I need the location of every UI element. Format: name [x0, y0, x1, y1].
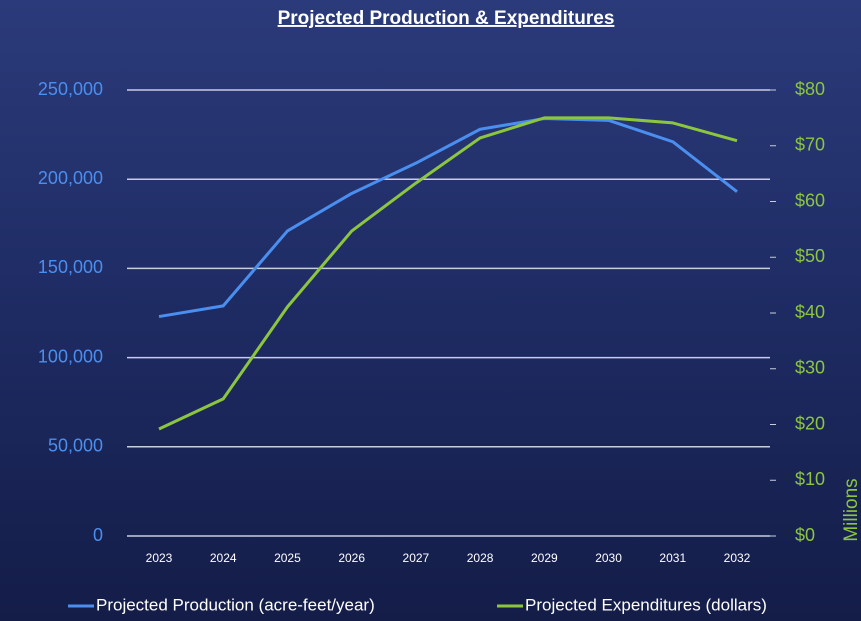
x-tick-label: 2026 [338, 551, 365, 565]
chart-title: Projected Production & Expenditures [278, 8, 615, 29]
x-tick-label: 2031 [659, 551, 686, 565]
y2-tick-label: $60 [795, 190, 825, 210]
y2-axis-label: Millions [841, 478, 861, 541]
x-tick-label: 2025 [274, 551, 301, 565]
x-tick-label: 2028 [467, 551, 494, 565]
y2-tick-label: $50 [795, 246, 825, 266]
y-tick-label: 50,000 [48, 436, 103, 456]
y-tick-label: 0 [93, 525, 103, 545]
series-line [158, 116, 738, 431]
y2-tick-label: $20 [795, 413, 825, 433]
y-tick-label: 250,000 [38, 79, 103, 99]
y2-tick-label: $0 [795, 525, 815, 545]
y2-tick-label: $80 [795, 79, 825, 99]
y-tick-label: 150,000 [38, 257, 103, 277]
y2-tick-label: $40 [795, 302, 825, 322]
x-tick-label: 2029 [531, 551, 558, 565]
x-tick-label: 2023 [146, 551, 173, 565]
legend-label: Projected Expenditures (dollars) [525, 595, 767, 614]
x-tick-label: 2027 [403, 551, 430, 565]
x-tick-label: 2030 [595, 551, 622, 565]
y2-tick-label: $70 [795, 135, 825, 155]
y-tick-label: 100,000 [38, 346, 103, 366]
series-line [158, 117, 738, 319]
y-tick-label: 200,000 [38, 168, 103, 188]
y2-tick-label: $30 [795, 358, 825, 378]
x-tick-label: 2032 [724, 551, 751, 565]
x-tick-label: 2024 [210, 551, 237, 565]
legend-label: Projected Production (acre-feet/year) [96, 595, 375, 614]
y2-tick-label: $10 [795, 469, 825, 489]
